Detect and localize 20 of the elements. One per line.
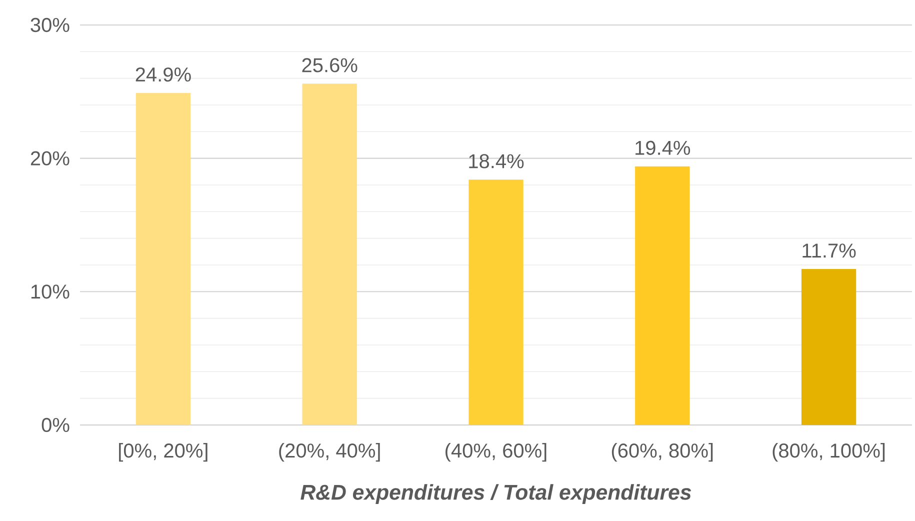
x-axis-title: R&D expenditures / Total expenditures bbox=[300, 484, 692, 504]
data-label: 25.6% bbox=[302, 58, 358, 72]
bar bbox=[468, 180, 524, 425]
y-tick-label: 0% bbox=[42, 418, 70, 432]
x-tick-label: [0%, 20%] bbox=[119, 443, 208, 462]
x-tick-label: (20%, 40%] bbox=[279, 443, 380, 462]
bar bbox=[801, 268, 856, 425]
x-tick-label: (60%, 80%] bbox=[612, 443, 713, 462]
bar bbox=[136, 92, 191, 425]
y-tick-label: 20% bbox=[30, 151, 70, 166]
y-tick-label: 30% bbox=[30, 18, 70, 32]
data-label: 11.7% bbox=[802, 244, 856, 258]
x-tick-label: (80%, 100%] bbox=[772, 443, 885, 462]
x-tick-label: (40%, 60%] bbox=[446, 443, 546, 462]
y-tick-label: 10% bbox=[31, 284, 70, 299]
bar bbox=[635, 166, 690, 425]
data-label: 24.9% bbox=[136, 67, 191, 82]
bar bbox=[302, 84, 357, 425]
data-label: 19.4% bbox=[636, 140, 690, 155]
data-label: 18.4% bbox=[469, 154, 524, 168]
